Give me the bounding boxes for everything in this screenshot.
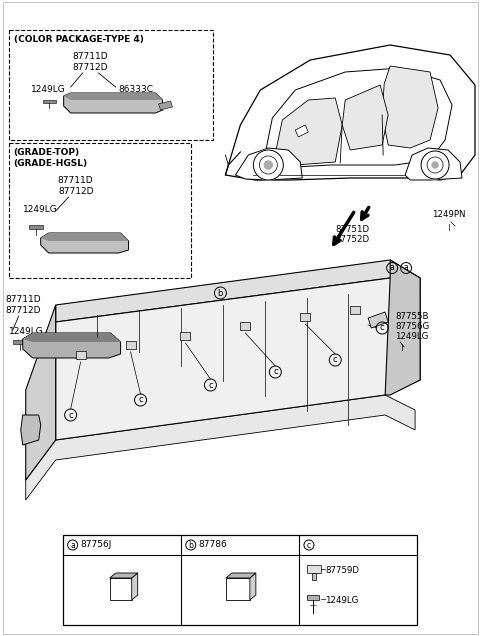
Bar [180,332,191,340]
Polygon shape [13,340,27,344]
Text: 1249LG: 1249LG [31,85,65,94]
Text: 87755B: 87755B [395,312,429,321]
Text: 87711D: 87711D [73,52,108,61]
Text: c: c [307,541,311,550]
Text: 87752D: 87752D [335,235,369,244]
Text: a: a [390,263,395,272]
Polygon shape [382,66,438,148]
Text: 87711D: 87711D [58,176,94,185]
Text: c: c [208,380,213,389]
Polygon shape [263,68,452,168]
Text: 1249LG: 1249LG [23,205,58,214]
Text: b: b [188,541,193,550]
Text: 86333C: 86333C [119,85,154,94]
Polygon shape [272,98,342,168]
Polygon shape [226,573,256,578]
Text: 87786: 87786 [199,540,228,549]
Polygon shape [368,312,388,328]
Polygon shape [312,573,316,580]
Text: 87712D: 87712D [5,306,40,315]
Text: 87712D: 87712D [58,187,94,196]
Polygon shape [23,333,120,358]
Text: a: a [70,541,75,550]
Text: (GRADE-TOP): (GRADE-TOP) [14,148,80,157]
Polygon shape [132,573,138,600]
Text: (GRADE-HGSL): (GRADE-HGSL) [14,159,88,168]
Polygon shape [307,565,321,573]
Polygon shape [158,101,172,110]
Polygon shape [226,45,475,180]
Text: (COLOR PACKAGE-TYPE 4): (COLOR PACKAGE-TYPE 4) [14,35,144,44]
Polygon shape [56,278,420,440]
Bar [9,30,214,140]
Text: c: c [273,368,277,377]
Polygon shape [23,333,120,342]
Text: 1249PN: 1249PN [432,210,466,219]
Text: 87756J: 87756J [81,540,112,549]
Circle shape [264,161,272,169]
Text: c: c [380,324,384,333]
Polygon shape [64,93,163,100]
Polygon shape [110,573,138,578]
Polygon shape [226,578,250,600]
Text: 1249LG: 1249LG [325,596,358,605]
Circle shape [421,151,449,179]
Polygon shape [307,595,319,600]
Text: 1249LG: 1249LG [9,327,44,336]
Text: c: c [138,396,143,404]
Polygon shape [29,225,43,229]
Circle shape [253,150,283,180]
Bar [63,535,417,625]
Polygon shape [41,233,129,253]
Polygon shape [56,260,420,322]
Text: a: a [404,263,408,272]
Bar [300,313,310,321]
Text: 87751D: 87751D [335,225,369,234]
Bar [126,341,135,349]
Polygon shape [235,148,302,180]
Polygon shape [110,578,132,600]
Polygon shape [41,233,129,241]
Text: 87711D: 87711D [5,295,40,304]
Polygon shape [250,573,256,600]
Bar [240,322,251,330]
Polygon shape [64,93,163,113]
Polygon shape [405,148,462,180]
Polygon shape [21,415,41,445]
Polygon shape [26,395,415,500]
Text: b: b [218,289,223,298]
Circle shape [432,162,438,168]
Text: 87756G: 87756G [395,322,430,331]
Polygon shape [342,85,388,150]
Text: c: c [68,410,73,420]
Bar [350,306,360,314]
Polygon shape [26,305,56,480]
Bar [76,351,85,359]
Polygon shape [385,260,420,395]
Polygon shape [43,100,56,103]
Text: 87712D: 87712D [73,63,108,72]
Text: c: c [333,356,337,364]
Text: 87759D: 87759D [325,566,359,575]
Polygon shape [295,125,308,137]
Bar [9,143,192,278]
Text: 1249LG: 1249LG [395,332,429,341]
